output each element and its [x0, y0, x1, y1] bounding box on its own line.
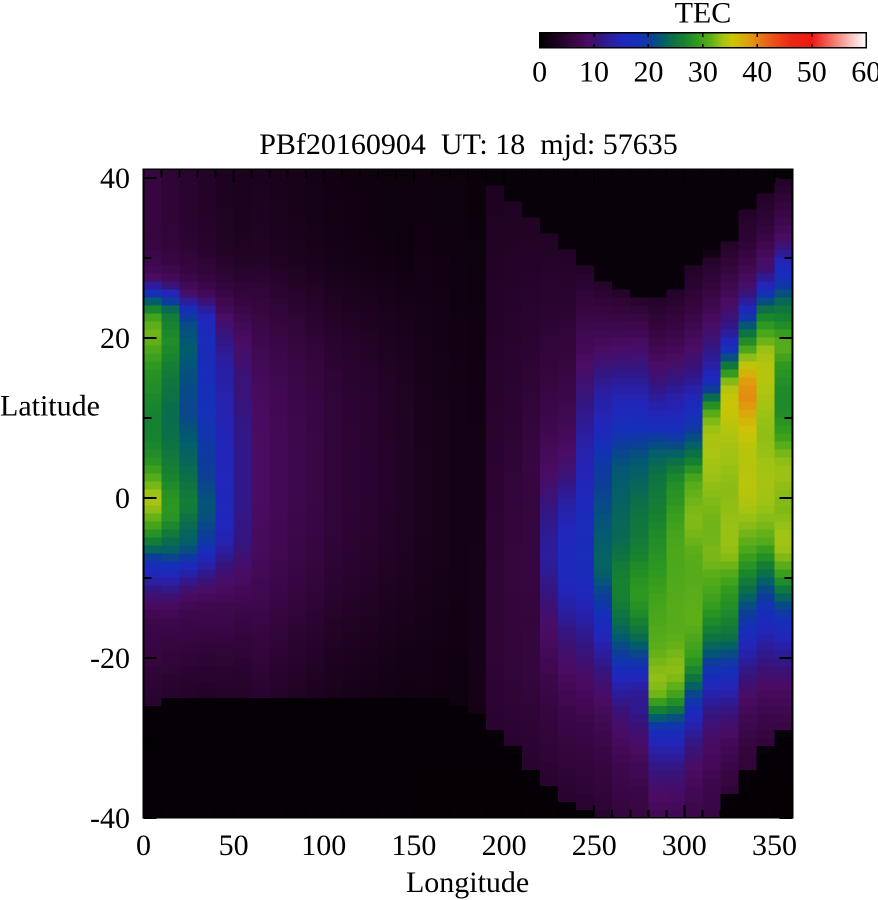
svg-text:150: 150 [391, 829, 436, 862]
svg-text:40: 40 [742, 56, 772, 89]
svg-text:PBf20160904 UT: 18 mjd: 5763: PBf20160904 UT: 18 mjd: 57635 [259, 128, 678, 161]
svg-text:50: 50 [219, 829, 249, 862]
svg-text:0: 0 [136, 829, 151, 862]
svg-text:350: 350 [752, 829, 797, 862]
svg-text:200: 200 [482, 829, 527, 862]
svg-text:10: 10 [579, 56, 609, 89]
svg-text:40: 40 [100, 162, 130, 195]
svg-text:TEC: TEC [675, 0, 732, 29]
svg-text:250: 250 [572, 829, 617, 862]
svg-text:30: 30 [688, 56, 718, 89]
svg-text:300: 300 [662, 829, 707, 862]
svg-text:0: 0 [115, 482, 130, 515]
svg-text:60: 60 [851, 56, 878, 89]
svg-text:20: 20 [634, 56, 664, 89]
svg-text:Longitude: Longitude [406, 866, 529, 899]
svg-text:50: 50 [797, 56, 827, 89]
svg-text:20: 20 [100, 322, 130, 355]
svg-text:0: 0 [532, 56, 547, 89]
svg-text:Latitude: Latitude [0, 390, 100, 423]
svg-text:100: 100 [301, 829, 346, 862]
svg-text:-40: -40 [90, 802, 130, 835]
svg-text:-20: -20 [90, 642, 130, 675]
